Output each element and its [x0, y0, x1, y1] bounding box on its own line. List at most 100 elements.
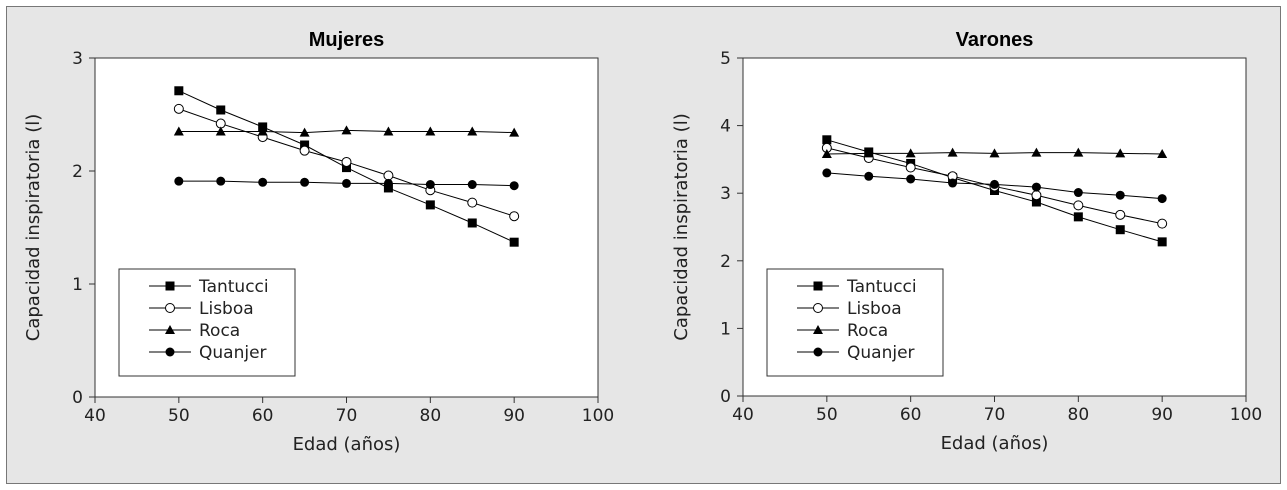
x-tick-label: 100 — [582, 406, 614, 426]
y-tick-label: 2 — [720, 252, 731, 272]
y-axis-label: Capacidad inspiratoria (l) — [671, 113, 692, 340]
data-point — [216, 176, 226, 186]
data-point — [300, 177, 310, 187]
data-point — [1157, 148, 1168, 158]
legend-label: Tantucci — [198, 277, 269, 297]
data-point — [342, 178, 351, 188]
data-point — [948, 178, 958, 188]
data-point — [216, 105, 226, 115]
series-roca — [173, 125, 520, 137]
y-axis-label: Capacidad inspiratoria (l) — [23, 114, 44, 341]
data-point — [1073, 212, 1083, 222]
data-point — [509, 211, 520, 222]
legend-marker — [165, 347, 175, 357]
y-tick-label: 3 — [720, 184, 731, 204]
legend-label: Roca — [199, 321, 240, 341]
data-point — [467, 126, 478, 136]
data-point — [1031, 190, 1042, 201]
legend-label: Lisboa — [847, 299, 902, 319]
data-point — [1157, 194, 1167, 204]
legend-marker — [813, 325, 823, 334]
data-point — [341, 125, 352, 135]
series-quanjer — [174, 176, 519, 191]
legend-box — [766, 268, 944, 377]
legend-marker — [165, 281, 175, 291]
data-point — [821, 148, 832, 158]
data-point — [383, 170, 394, 181]
y-tick-label: 4 — [720, 117, 731, 137]
data-point — [258, 177, 268, 187]
data-point — [173, 103, 184, 114]
legend-label: Quanjer — [847, 343, 915, 363]
x-tick-label: 50 — [168, 406, 190, 426]
legend-marker — [165, 325, 175, 334]
legend-item: Lisboa — [797, 299, 902, 319]
chart-1: Mujeres 40 50 60 70 80 90 100 0 1 2 3 Edad (años) Cap… — [23, 29, 614, 455]
data-point — [1073, 200, 1084, 211]
data-point — [1031, 197, 1041, 207]
data-point — [299, 145, 310, 156]
x-tick-label: 70 — [336, 406, 358, 426]
data-point — [467, 180, 477, 190]
data-point — [425, 200, 435, 210]
x-tick-label: 40 — [732, 405, 754, 425]
legend-marker — [165, 303, 175, 313]
data-point — [1157, 218, 1168, 229]
legend-item: Roca — [149, 321, 240, 341]
data-point — [383, 126, 394, 136]
chart-title: Mujeres — [309, 29, 385, 51]
legend-item: Roca — [797, 321, 888, 341]
data-point — [863, 148, 874, 158]
x-tick-label: 90 — [503, 406, 525, 426]
data-point — [989, 148, 1000, 158]
legend-box — [118, 268, 296, 377]
figure-frame: Mujeres 40 50 60 70 80 90 100 0 1 2 3 Edad (años) Cap… — [6, 6, 1281, 484]
y-tick-label: 1 — [720, 319, 731, 339]
data-point — [299, 127, 310, 137]
x-tick-label: 60 — [900, 405, 922, 425]
data-point — [467, 197, 478, 208]
legend-item: Tantucci — [797, 277, 917, 297]
x-tick-label: 80 — [420, 406, 442, 426]
x-axis-label: Edad (años) — [293, 434, 401, 455]
data-point — [1115, 209, 1126, 220]
x-axis-label: Edad (años) — [941, 433, 1049, 454]
data-point — [906, 174, 916, 184]
x-tick-label: 80 — [1068, 405, 1090, 425]
legend-label: Roca — [847, 321, 888, 341]
data-point — [1115, 225, 1125, 235]
data-point — [173, 126, 184, 136]
legend-item: Lisboa — [149, 299, 254, 319]
data-point — [425, 126, 436, 136]
y-tick-label: 0 — [72, 388, 83, 408]
y-tick-label: 3 — [72, 49, 83, 69]
data-point — [1031, 182, 1041, 192]
data-point — [174, 176, 184, 186]
legend-marker — [813, 281, 823, 291]
data-point — [1073, 147, 1084, 157]
data-point — [1031, 147, 1042, 157]
legend-item: Tantucci — [149, 277, 269, 297]
legend-item: Quanjer — [797, 343, 915, 363]
data-point — [257, 126, 268, 136]
legend-label: Lisboa — [199, 299, 254, 319]
x-tick-label: 90 — [1151, 405, 1173, 425]
series-tantucci — [174, 86, 519, 247]
data-point — [383, 183, 393, 193]
data-point — [509, 237, 519, 247]
data-point — [342, 163, 351, 173]
data-point — [1157, 237, 1167, 247]
data-point — [174, 86, 184, 96]
chart-2: Varones 40 50 60 70 80 90 100 0 1 2 3 4 5 Edad (años) C… — [671, 29, 1262, 454]
data-point — [509, 181, 519, 191]
data-point — [990, 179, 999, 189]
data-point — [425, 180, 435, 190]
x-tick-label: 70 — [984, 405, 1006, 425]
legend-marker — [813, 347, 823, 357]
data-point — [864, 171, 874, 181]
data-point — [1115, 148, 1126, 158]
y-tick-label: 5 — [720, 49, 731, 69]
data-point — [215, 126, 226, 136]
